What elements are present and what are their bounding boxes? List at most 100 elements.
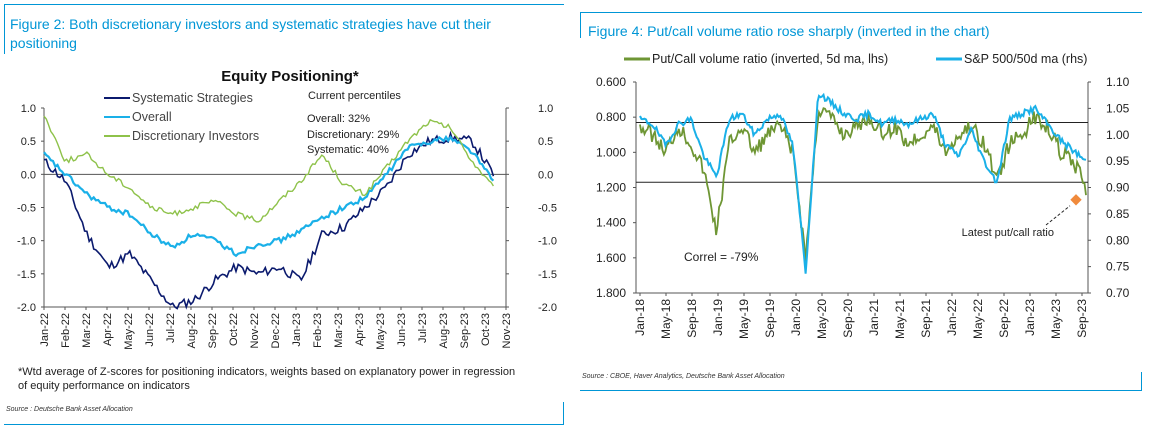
y-tick-label-right: 1.10: [1106, 75, 1130, 89]
left-figure-bottom-line: [4, 424, 564, 425]
x-tick-label: May-21: [893, 299, 907, 339]
legend-label: Systematic Strategies: [132, 91, 253, 105]
x-tick-label: Jan-21: [867, 299, 881, 336]
y-tick-label-left: 1.200: [596, 181, 626, 195]
left-figure-panel: Figure 2: Both discretionary investors a…: [0, 0, 568, 430]
series-line: [43, 130, 495, 310]
right-figure-left-rule: [580, 12, 581, 38]
x-tick-label: Apr-23: [354, 313, 366, 346]
y-tick-label-right: -1.5: [538, 269, 557, 281]
x-tick-label: May-19: [737, 299, 751, 339]
percentile-annotation: Systematic: 40%: [307, 144, 389, 156]
y-tick-label-right: -0.5: [538, 203, 557, 215]
y-tick-label-left: 0.0: [21, 169, 36, 181]
series-line: [639, 107, 1087, 262]
right-figure-source: Source : CBOE, Haver Analytics, Deutsche…: [582, 373, 785, 380]
y-tick-label-left: 0.5: [21, 136, 36, 148]
left-figure-footnote: *Wtd average of Z-scores for positioning…: [18, 366, 516, 392]
x-tick-label: Jun-23: [396, 313, 408, 347]
correlation-annotation: Correl = -79%: [684, 250, 759, 264]
marker-arrow: [1045, 205, 1071, 226]
y-tick-label-right: 0.90: [1106, 181, 1130, 195]
x-tick-label: May-18: [659, 299, 673, 339]
left-figure-source: Source : Deutsche Bank Asset Allocation: [6, 406, 133, 413]
right-figure-panel: Figure 4: Put/call volume ratio rose sha…: [580, 0, 1170, 430]
x-tick-label: Aug-22: [186, 313, 198, 348]
y-tick-label-left: 0.800: [596, 110, 626, 124]
percentile-annotation: Overall: 32%: [307, 113, 370, 125]
x-tick-label: Feb-23: [312, 313, 324, 348]
x-tick-label: Nov-22: [249, 313, 261, 348]
x-tick-label: Apr-22: [102, 313, 114, 346]
x-tick-label: Sep-22: [997, 299, 1011, 338]
y-tick-label-left: 1.0: [21, 103, 36, 115]
y-tick-label-right: 0.5: [538, 136, 553, 148]
y-tick-label-left: -1.5: [17, 269, 36, 281]
right-figure-bottom-line: [580, 390, 1142, 391]
x-tick-label: Sep-18: [685, 299, 699, 338]
legend-label: Put/Call volume ratio (inverted, 5d ma, …: [652, 52, 888, 66]
y-tick-label-right: -1.0: [538, 236, 557, 248]
x-tick-label: May-22: [123, 313, 135, 350]
y-tick-label-right: 0.95: [1106, 154, 1130, 168]
series-line: [639, 92, 1087, 274]
x-tick-label: Mar-22: [81, 313, 93, 348]
equity-positioning-chart: Equity Positioning* 1.0 0.5 0.0 -0.5 -1.0 -1.5…: [17, 68, 557, 350]
right-figure-title: Figure 4: Put/call volume ratio rose sha…: [588, 23, 990, 39]
series-line: [43, 134, 495, 258]
chart-title: Equity Positioning*: [221, 68, 359, 85]
x-tick-label: Oct-22: [228, 313, 240, 346]
x-tick-label: Nov-23: [501, 313, 513, 348]
right-figure-top-rule: [580, 12, 1142, 13]
legend-label: S&P 500/50d ma (rhs): [964, 52, 1087, 66]
x-tick-label: Jan-20: [789, 299, 803, 336]
y-tick-label-left: 1.600: [596, 251, 626, 265]
x-tick-label: Jan-23: [1023, 299, 1037, 336]
x-tick-label: Jul-23: [417, 313, 429, 343]
x-tick-label: Sep-21: [919, 299, 933, 338]
y-tick-label-left: 1.800: [596, 286, 626, 300]
x-tick-label: Oct-23: [480, 313, 492, 346]
legend-label: Overall: [132, 110, 172, 124]
percentile-annotation: Discretionary: 29%: [307, 129, 400, 141]
x-tick-label: Aug-23: [438, 313, 450, 348]
x-tick-label: Sep-19: [763, 299, 777, 338]
percentile-annotation: Current percentiles: [308, 90, 401, 102]
x-tick-label: Sep-23: [1075, 299, 1089, 338]
y-tick-label-right: 1.0: [538, 103, 553, 115]
x-tick-label: Mar-23: [333, 313, 345, 348]
y-tick-label-left: 0.600: [596, 75, 626, 89]
latest-marker: [1070, 194, 1082, 206]
left-figure-top-rule: [4, 4, 564, 5]
left-figure-bottom-rule: [563, 402, 564, 424]
x-tick-label: Jul-22: [165, 313, 177, 343]
x-tick-label: Sep-23: [459, 313, 471, 348]
left-figure-left-rule: [4, 4, 5, 54]
x-tick-label: May-20: [815, 299, 829, 339]
y-tick-label-right: 0.0: [538, 169, 553, 181]
left-figure-title: Figure 2: Both discretionary investors a…: [10, 16, 491, 51]
y-tick-label-left: -1.0: [17, 236, 36, 248]
y-tick-label-left: 1.000: [596, 145, 626, 159]
x-tick-label: Jun-22: [144, 313, 156, 347]
y-tick-label-right: 0.85: [1106, 207, 1130, 221]
x-tick-label: Feb-22: [60, 313, 72, 348]
y-tick-label-left: 1.400: [596, 216, 626, 230]
y-tick-label-right: 0.75: [1106, 260, 1130, 274]
x-tick-label: May-22: [971, 299, 985, 339]
x-tick-label: May-23: [1049, 299, 1063, 339]
x-tick-label: Jan-18: [633, 299, 647, 336]
x-tick-label: May-23: [375, 313, 387, 350]
x-tick-label: Jan-19: [711, 299, 725, 336]
series-line: [43, 115, 494, 223]
x-tick-label: Jan-22: [39, 313, 51, 347]
y-tick-label-right: 1.05: [1106, 101, 1130, 115]
x-tick-label: Sep-22: [207, 313, 219, 348]
y-tick-label-right: -2.0: [538, 302, 557, 314]
y-tick-label-left: -0.5: [17, 203, 36, 215]
y-tick-label-right: 0.70: [1106, 286, 1130, 300]
x-tick-label: Dec-22: [270, 313, 282, 348]
y-tick-label-left: -2.0: [17, 302, 36, 314]
marker-label: Latest put/call ratio: [962, 227, 1054, 239]
legend-label: Discretionary Investors: [132, 129, 259, 143]
